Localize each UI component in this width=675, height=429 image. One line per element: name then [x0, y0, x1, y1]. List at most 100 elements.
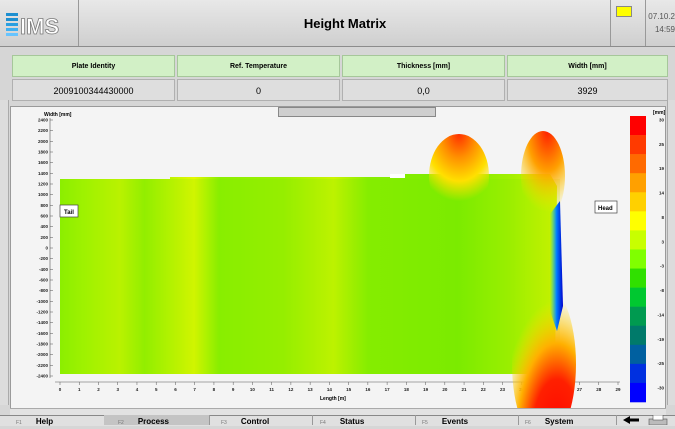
header-plate-identity: Plate Identity — [12, 55, 175, 77]
colorbar-tick-label: -19 — [657, 337, 664, 342]
colorbar-tick-label: 8 — [661, 215, 664, 220]
colorbar-tick-label: 14 — [659, 191, 665, 196]
y-axis: Width [mm] 24002200200018001600140012001… — [36, 112, 71, 379]
f4-key-label: F4 Status — [320, 417, 365, 426]
colorbar-swatch — [630, 287, 646, 307]
y-tick-label: 1000 — [38, 192, 49, 197]
x-tick-label: 6 — [174, 387, 177, 392]
f3-key-label: F3 Control — [221, 417, 270, 426]
x-tick-label: 14 — [327, 387, 333, 392]
x-tick-label: 17 — [385, 387, 391, 392]
low-edge-right — [550, 201, 563, 331]
plate-info-table: Plate Identity Ref. Temperature Thicknes… — [12, 55, 668, 101]
colorbar-swatch — [630, 192, 646, 212]
y-tick-label: -1200 — [36, 310, 48, 315]
colorbar-tick-label: -30 — [657, 386, 664, 391]
colorbar-swatch — [630, 249, 646, 269]
x-tick-label: 10 — [250, 387, 256, 392]
x-tick-label: 20 — [442, 387, 448, 392]
colorbar-swatch — [630, 135, 646, 155]
colorbar-tick-label: 30 — [659, 118, 665, 123]
tail-label-text: Tail — [64, 210, 74, 216]
x-tick-label: 28 — [596, 387, 602, 392]
colorbar-tick-labels: 30 25 19 14 8 3 -3 -8 -14 -19 -25 -30 — [657, 118, 664, 391]
x-tick-label: 27 — [577, 387, 583, 392]
colorbar-tick-label: -25 — [657, 361, 664, 366]
y-tick-label: -800 — [39, 288, 49, 293]
colorbar-swatch — [630, 116, 646, 136]
y-tick-label: -200 — [39, 256, 49, 261]
colorbar-swatches — [630, 116, 646, 403]
colorbar-tick-label: 3 — [661, 239, 664, 244]
hot-spot-right-top — [521, 131, 565, 221]
vertical-scrollbar-left[interactable] — [0, 100, 9, 405]
header-divider — [645, 0, 646, 46]
colorbar-swatch — [630, 363, 646, 384]
colorbar-swatch — [630, 211, 646, 231]
y-tick-label: 2400 — [38, 118, 49, 123]
y-axis-title: Width [mm] — [44, 112, 72, 118]
y-tick-label: -1600 — [36, 331, 48, 336]
head-label-text: Head — [598, 206, 613, 212]
y-tick-label: 1400 — [38, 171, 49, 176]
x-tick-label: 13 — [308, 387, 314, 392]
f5-events-button[interactable] — [415, 415, 519, 425]
x-tick-label: 12 — [288, 387, 294, 392]
x-axis: 0123456789101112131415161718192021222324… — [55, 381, 621, 402]
f3-control-button[interactable] — [209, 415, 313, 425]
x-tick-label: 16 — [365, 387, 371, 392]
y-tick-label: 200 — [40, 235, 48, 240]
f6-system-button[interactable] — [518, 415, 617, 425]
y-tick-label: 2200 — [38, 128, 49, 133]
x-tick-label: 0 — [59, 387, 62, 392]
date-text: 07.10.2 — [648, 12, 675, 21]
colorbar-swatch — [630, 382, 646, 403]
f4-status-button[interactable] — [312, 415, 416, 425]
colorbar-swatch — [630, 268, 646, 288]
vertical-scrollbar-right[interactable] — [667, 100, 675, 405]
x-tick-label: 22 — [481, 387, 487, 392]
x-tick-label: 2 — [97, 387, 100, 392]
colorbar: [mm] 30 25 19 14 8 3 -3 -8 -14 -19 -25 -30 — [630, 110, 666, 403]
colorbar-swatch — [630, 173, 646, 193]
colorbar-tick-label: -8 — [660, 288, 664, 293]
arrow-left-icon[interactable] — [619, 415, 643, 425]
f2-process-button[interactable] — [104, 415, 210, 425]
y-tick-label: 600 — [40, 214, 48, 219]
plot-scroll-thumb[interactable] — [278, 107, 436, 117]
printer-icon[interactable] — [646, 415, 672, 425]
x-axis-title: Length [m] — [320, 396, 346, 402]
y-tick-label: 2000 — [38, 139, 49, 144]
height-matrix-plot: Width [mm] 24002200200018001600140012001… — [36, 110, 666, 409]
edge-notch — [390, 174, 405, 178]
x-tick-label: 4 — [136, 387, 139, 392]
colorbar-title: [mm] — [653, 110, 666, 116]
header-ref-temperature: Ref. Temperature — [177, 55, 340, 77]
y-tick-label: -2200 — [36, 363, 48, 368]
colorbar-swatch — [630, 154, 646, 174]
colorbar-tick-label: 25 — [659, 142, 665, 147]
colorbar-tick-label: -3 — [660, 264, 664, 269]
datetime-display: 07.10.2 14:59 — [648, 10, 675, 36]
y-tick-label: 1600 — [38, 160, 49, 165]
plate-surface — [60, 174, 557, 374]
value-ref-temperature: 0 — [177, 79, 340, 101]
y-tick-label: 800 — [40, 203, 48, 208]
logo-text: IMS — [20, 14, 59, 38]
tail-label-box — [59, 204, 79, 218]
f5-key-label: F5 Events — [422, 417, 469, 426]
height-map — [60, 131, 576, 409]
page-title: Height Matrix — [303, 16, 387, 31]
x-tick-label: 18 — [404, 387, 410, 392]
colorbar-swatch — [630, 325, 646, 346]
x-tick-label: 3 — [116, 387, 119, 392]
horizontal-scrollbar[interactable] — [10, 408, 666, 417]
f1-key-label: F1 Help — [16, 417, 54, 426]
header-divider — [610, 0, 611, 46]
x-tick-label: 11 — [269, 387, 274, 392]
y-tick-labels: 2400220020001800160014001200100080060040… — [36, 118, 53, 379]
y-tick-label: 1200 — [38, 182, 49, 187]
value-thickness: 0,0 — [342, 79, 505, 101]
y-tick-label: -1800 — [36, 342, 48, 347]
f2-key-label: F2 Process — [118, 417, 169, 426]
